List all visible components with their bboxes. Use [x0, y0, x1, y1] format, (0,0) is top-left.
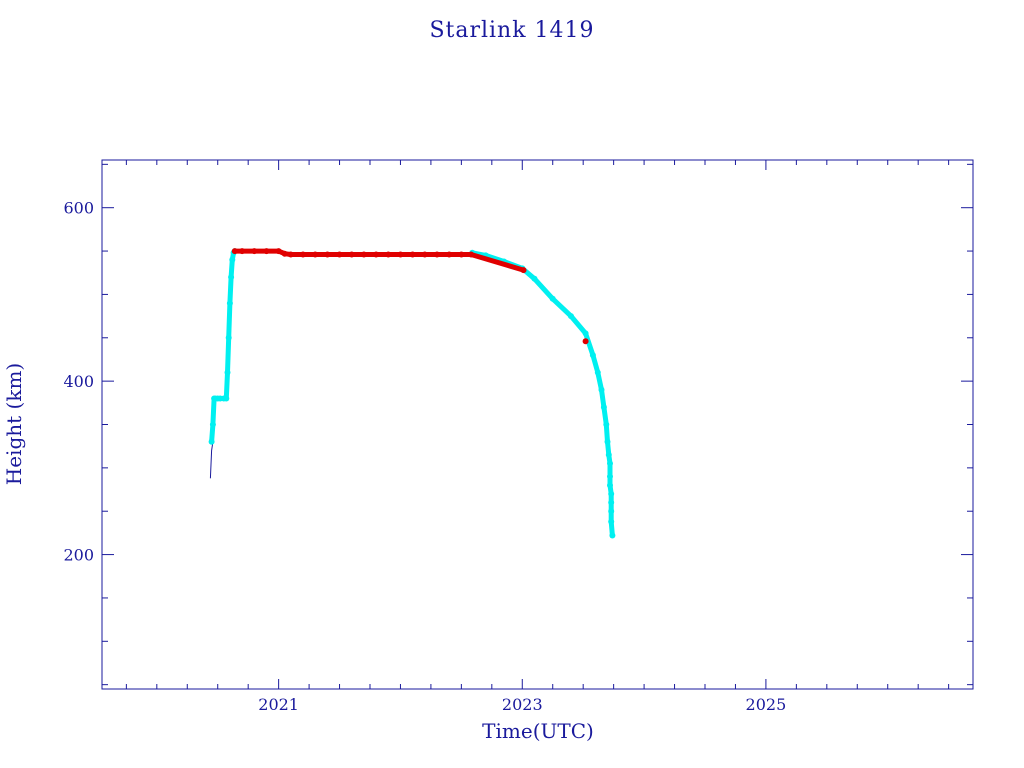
y-tick-label: 200	[63, 546, 94, 565]
x-tick-label: 2021	[258, 695, 299, 714]
x-tick-label: 2025	[746, 695, 787, 714]
x-axis-label: Time(UTC)	[482, 719, 594, 743]
x-tick-label: 2023	[502, 695, 543, 714]
data-point	[609, 532, 616, 539]
data-band	[468, 252, 526, 273]
data-band	[227, 274, 234, 306]
chart-title: Starlink 1419	[429, 18, 594, 43]
data-band	[225, 335, 232, 375]
plot-frame	[101, 159, 974, 690]
data-band	[483, 252, 507, 264]
data-point	[582, 338, 589, 345]
tick-labels: 2021 2023 2025 200 400 600	[63, 199, 786, 714]
data-marks	[208, 248, 616, 539]
normal-points	[208, 248, 616, 539]
data-point	[520, 267, 527, 274]
data-band	[550, 296, 574, 319]
data-band	[568, 313, 589, 336]
y-tick-label: 400	[63, 372, 94, 391]
data-band	[590, 352, 601, 375]
axis-ticks	[102, 160, 973, 689]
station-keeping-points	[231, 248, 589, 345]
data-band	[223, 370, 230, 401]
y-axis-label: Height (km)	[2, 363, 26, 485]
data-band	[210, 396, 217, 427]
data-band	[532, 276, 556, 302]
data-band	[583, 330, 596, 358]
y-tick-label: 600	[63, 199, 94, 218]
data-band	[226, 300, 233, 341]
